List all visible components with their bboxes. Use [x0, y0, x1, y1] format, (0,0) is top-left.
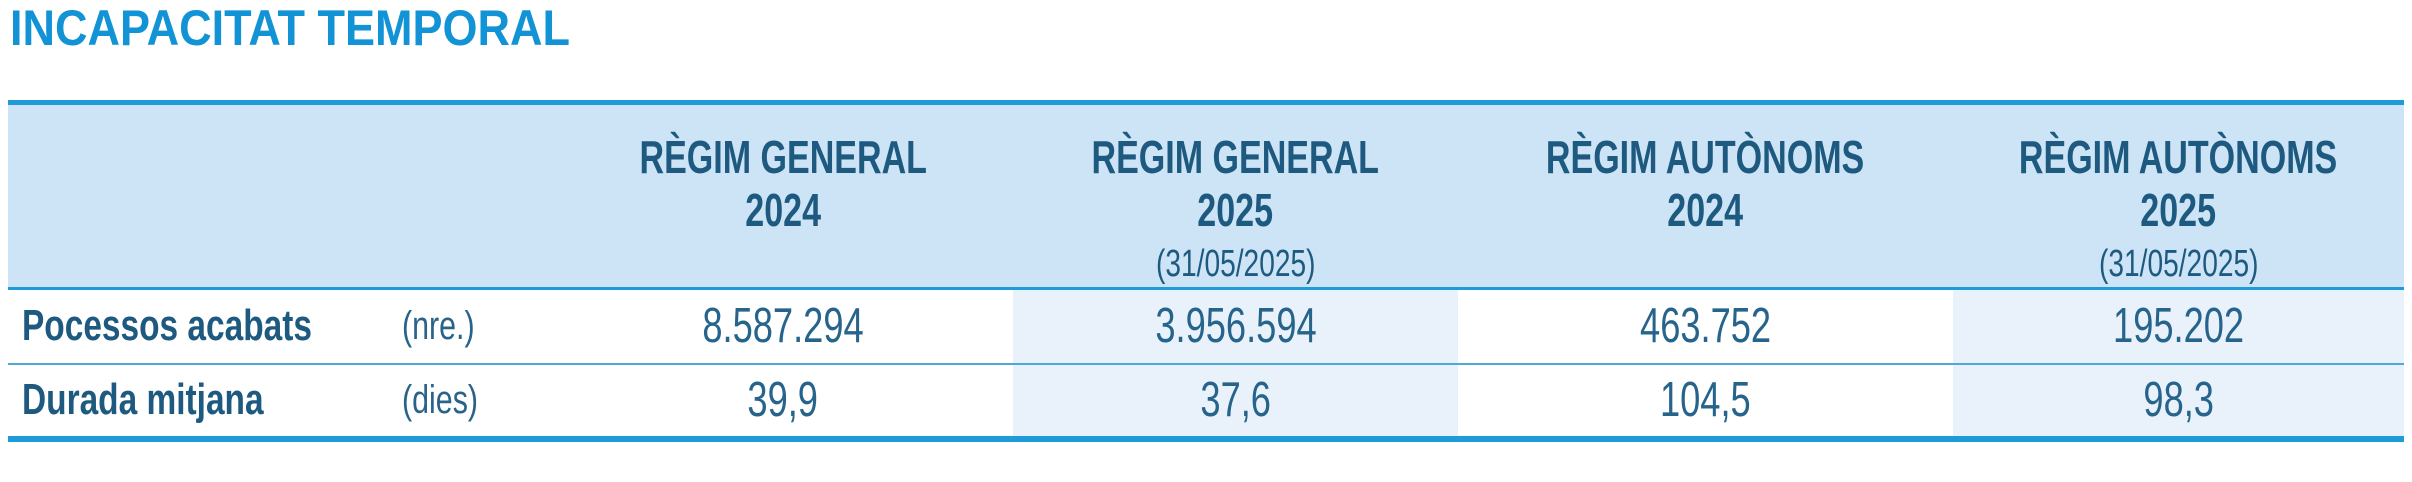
- column-header-sublabel: [1458, 242, 1953, 286]
- column-header-line1: RÈGIM AUTÒNOMS: [2019, 131, 2338, 183]
- value-regim-general-2025: 3.956.594: [1013, 288, 1458, 365]
- row-unit: (nre.): [388, 288, 553, 365]
- column-header-sublabel: (31/05/2025): [1155, 243, 1316, 285]
- header-empty-cell: [8, 102, 553, 290]
- column-header-sublabel: (31/05/2025): [2098, 243, 2259, 285]
- column-header-line2: 2024: [745, 184, 821, 236]
- row-label: Durada mitjana: [8, 363, 388, 439]
- column-header-line1: RÈGIM GENERAL: [1091, 131, 1380, 183]
- value-regim-general-2024: 39,9: [553, 363, 1013, 439]
- row-label: Pocessos acabats: [8, 288, 388, 365]
- header-regim-general-2024: RÈGIM GENERAL 2024: [553, 102, 1013, 290]
- value-regim-autonoms-2025: 98,3: [1953, 363, 2404, 439]
- header-regim-autonoms-2025: RÈGIM AUTÒNOMS 2025 (31/05/2025): [1953, 102, 2404, 290]
- column-header-line1: RÈGIM GENERAL: [639, 131, 927, 183]
- row-unit: (dies): [388, 363, 553, 439]
- value-regim-general-2024: 8.587.294: [553, 288, 1013, 365]
- column-header-line2: 2025: [2140, 184, 2217, 236]
- header-regim-autonoms-2024: RÈGIM AUTÒNOMS 2024: [1458, 102, 1953, 290]
- table-row-durada-mitjana: Durada mitjana (dies) 39,9 37,6 104,5 98…: [8, 363, 2404, 439]
- column-header-line2: 2024: [1667, 184, 1744, 236]
- value-regim-autonoms-2025: 195.202: [1953, 288, 2404, 365]
- header-regim-general-2025: RÈGIM GENERAL 2025 (31/05/2025): [1013, 102, 1458, 290]
- value-regim-autonoms-2024: 104,5: [1458, 363, 1953, 439]
- value-regim-autonoms-2024: 463.752: [1458, 288, 1953, 365]
- table-row-processos-acabats: Pocessos acabats (nre.) 8.587.294 3.956.…: [8, 288, 2404, 365]
- incapacitat-temporal-table: RÈGIM GENERAL 2024 RÈGIM GENERAL 2025 (3…: [8, 100, 2404, 442]
- column-header-sublabel: [553, 242, 1013, 286]
- header-row: RÈGIM GENERAL 2024 RÈGIM GENERAL 2025 (3…: [8, 102, 2404, 290]
- value-regim-general-2025: 37,6: [1013, 363, 1458, 439]
- page-title: INCAPACITAT TEMPORAL: [10, 0, 2412, 56]
- column-header-line1: RÈGIM AUTÒNOMS: [1546, 131, 1865, 183]
- column-header-line2: 2025: [1197, 184, 1274, 236]
- page-title-text: INCAPACITAT TEMPORAL: [10, 0, 570, 56]
